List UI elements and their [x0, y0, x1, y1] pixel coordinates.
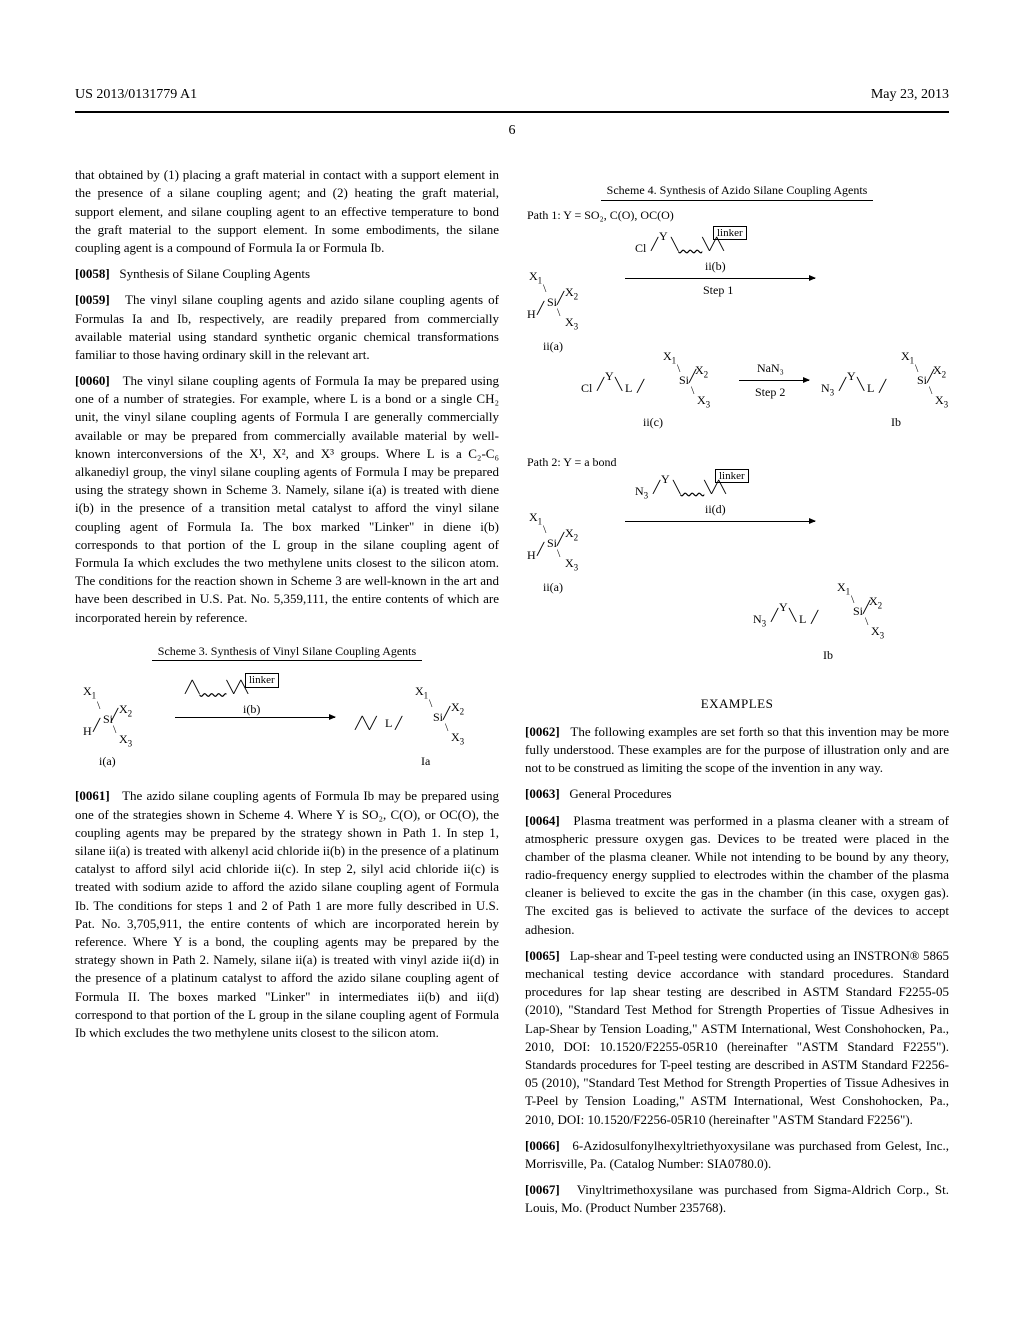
scheme4-title: Scheme 4. Synthesis of Azido Silane Coup… [525, 182, 949, 201]
scheme4-path2-diagram: X1 \ X2 Si ╱ H ╱ \ X3 ii(a) N3 ╱ Y ╲ ╲╱╲… [525, 477, 949, 677]
scheme4-iia-1: ii(a) [543, 340, 563, 353]
two-column-body: that obtained by (1) placing a graft mat… [75, 166, 949, 1225]
para-59-text: The vinyl silane coupling agents and azi… [75, 292, 499, 362]
scheme4-path1-diagram: X1 \ X2 Si ╱ H ╱ \ X3 ii(a) Cl ╱ Y ╲ ╲╱╲… [525, 230, 949, 450]
para-62-text: The following examples are set forth so … [525, 724, 949, 775]
scheme4-iia-2: ii(a) [543, 581, 563, 594]
scheme3-title: Scheme 3. Synthesis of Vinyl Silane Coup… [75, 643, 499, 662]
scheme3-arrow [175, 717, 335, 718]
para-63-text: General Procedures [569, 786, 671, 801]
publication-number: US 2013/0131779 A1 [75, 85, 197, 105]
para-65: [0065] Lap-shear and T-peel testing were… [525, 947, 949, 1129]
scheme3-linker: linker [245, 673, 279, 687]
para-65-text: Lap-shear and T-peel testing were conduc… [525, 948, 949, 1127]
scheme4-iic: ii(c) [643, 416, 663, 429]
para-62: [0062] The following examples are set fo… [525, 723, 949, 778]
para-57b: that obtained by (1) placing a graft mat… [75, 166, 499, 257]
para-63: [0063] General Procedures [525, 785, 949, 803]
scheme4-step2: Step 2 [755, 386, 785, 399]
path1-label: Path 1: Y = SO₂, C(O), OC(O) [527, 207, 949, 224]
para-66: [0066] 6-Azidosulfonylhexyltriethyoxysil… [525, 1137, 949, 1173]
scheme4-iib: ii(b) [705, 260, 726, 273]
para-64: [0064] Plasma treatment was performed in… [525, 812, 949, 939]
para-58: [0058] Synthesis of Silane Coupling Agen… [75, 265, 499, 283]
para-67-text: Vinyltrimethoxysilane was purchased from… [525, 1182, 949, 1215]
header-rule [75, 111, 949, 113]
para-61-text: The azido silane coupling agents of Form… [75, 788, 499, 1039]
scheme3-ib-label: i(b) [243, 703, 260, 716]
page-header: US 2013/0131779 A1 May 23, 2013 [75, 85, 949, 105]
publication-date: May 23, 2013 [871, 85, 949, 105]
left-column: that obtained by (1) placing a graft mat… [75, 166, 499, 1225]
para-58-text: Synthesis of Silane Coupling Agents [119, 266, 310, 281]
scheme4-step1: Step 1 [703, 284, 733, 297]
para-64-text: Plasma treatment was performed in a plas… [525, 813, 949, 937]
scheme3-ia-label: i(a) [99, 755, 116, 768]
scheme4-iid: ii(d) [705, 503, 726, 516]
scheme3-diagram: X1 \ X2 Si ╱ H ╱ \ X3 i(a) ╱╲ ╲╱╲ linker… [75, 667, 499, 787]
para-60-text: The vinyl silane coupling agents of Form… [75, 373, 499, 624]
para-60: [0060] The vinyl silane coupling agents … [75, 372, 499, 627]
examples-heading: EXAMPLES [525, 695, 949, 713]
page-number: 6 [75, 121, 949, 141]
scheme4-linker-1: linker [713, 226, 747, 240]
para-67: [0067] Vinyltrimethoxysilane was purchas… [525, 1181, 949, 1217]
scheme4-arrow1 [625, 278, 815, 279]
right-column: Scheme 4. Synthesis of Azido Silane Coup… [525, 166, 949, 1225]
scheme4-Ib-2: Ib [823, 649, 833, 662]
scheme4-Ib-1: Ib [891, 416, 901, 429]
scheme4-nan3: NaN₃ [757, 362, 784, 375]
scheme4-arrow3 [625, 521, 815, 522]
scheme4-arrow2 [739, 380, 809, 381]
para-66-text: 6-Azidosulfonylhexyltriethyoxysilane was… [525, 1138, 949, 1171]
scheme3-product-label: Ia [421, 755, 430, 768]
para-61: [0061] The azido silane coupling agents … [75, 787, 499, 1042]
scheme4-linker-2: linker [715, 469, 749, 483]
para-59: [0059] The vinyl silane coupling agents … [75, 291, 499, 364]
